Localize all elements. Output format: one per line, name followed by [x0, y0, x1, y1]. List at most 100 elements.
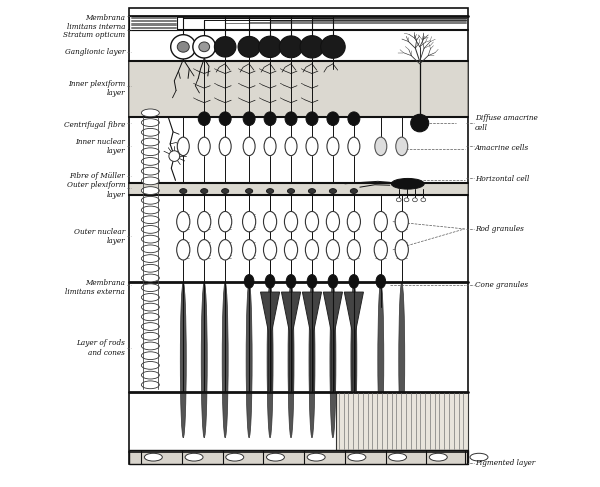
Ellipse shape [300, 36, 324, 58]
Ellipse shape [305, 240, 319, 260]
Text: Rod granules: Rod granules [475, 225, 524, 233]
Text: Amacrine cells: Amacrine cells [475, 144, 529, 152]
Ellipse shape [142, 109, 160, 117]
Ellipse shape [320, 36, 345, 58]
Ellipse shape [142, 352, 160, 359]
Ellipse shape [348, 453, 366, 461]
Ellipse shape [264, 112, 276, 126]
Ellipse shape [244, 275, 254, 288]
Ellipse shape [267, 282, 273, 438]
Polygon shape [281, 292, 301, 392]
Ellipse shape [142, 216, 160, 224]
Ellipse shape [198, 137, 210, 156]
Polygon shape [344, 292, 364, 392]
Ellipse shape [307, 275, 317, 288]
Ellipse shape [226, 453, 244, 461]
Bar [336, 392, 467, 450]
Ellipse shape [287, 188, 295, 193]
Ellipse shape [142, 196, 160, 204]
Ellipse shape [219, 112, 231, 126]
Ellipse shape [284, 211, 298, 232]
Ellipse shape [142, 225, 160, 233]
Ellipse shape [349, 275, 359, 288]
Ellipse shape [305, 211, 319, 232]
Bar [130, 8, 467, 465]
Ellipse shape [171, 35, 196, 59]
Ellipse shape [347, 211, 361, 232]
Ellipse shape [142, 138, 160, 146]
Text: Cone granules: Cone granules [475, 281, 528, 289]
Text: Fibre of Müller: Fibre of Müller [70, 172, 125, 181]
Ellipse shape [245, 188, 253, 193]
Ellipse shape [266, 188, 274, 193]
Ellipse shape [395, 211, 409, 232]
Ellipse shape [142, 371, 160, 379]
Text: Diffuse amacrine
cell: Diffuse amacrine cell [475, 114, 538, 131]
Ellipse shape [142, 332, 160, 340]
Ellipse shape [411, 114, 429, 132]
Ellipse shape [169, 151, 179, 161]
Ellipse shape [185, 453, 203, 461]
Polygon shape [260, 292, 280, 392]
Ellipse shape [243, 137, 255, 156]
Ellipse shape [199, 42, 209, 52]
Text: Pigmented layer: Pigmented layer [475, 459, 535, 467]
Ellipse shape [327, 137, 339, 156]
Ellipse shape [285, 112, 297, 126]
Bar [130, 16, 177, 30]
Ellipse shape [145, 453, 163, 461]
Ellipse shape [177, 41, 189, 52]
Ellipse shape [142, 129, 160, 136]
Text: Horizontal cell: Horizontal cell [475, 175, 529, 184]
Text: Membrana
limitans externa: Membrana limitans externa [65, 279, 125, 296]
Ellipse shape [391, 178, 424, 189]
Ellipse shape [180, 282, 186, 438]
Ellipse shape [142, 294, 160, 301]
Ellipse shape [142, 264, 160, 272]
Ellipse shape [197, 211, 211, 232]
Ellipse shape [142, 167, 160, 175]
Polygon shape [323, 292, 343, 392]
Ellipse shape [348, 137, 360, 156]
Text: Layer of rods
and cones: Layer of rods and cones [76, 339, 125, 356]
Ellipse shape [142, 284, 160, 292]
Ellipse shape [330, 282, 336, 438]
Text: Membrana
limitans interna: Membrana limitans interna [67, 14, 125, 31]
Ellipse shape [201, 282, 207, 438]
Ellipse shape [263, 211, 277, 232]
Ellipse shape [286, 275, 296, 288]
Ellipse shape [280, 36, 302, 58]
Ellipse shape [142, 303, 160, 311]
Ellipse shape [142, 148, 160, 156]
Ellipse shape [200, 188, 208, 193]
Bar [130, 61, 467, 117]
Ellipse shape [142, 313, 160, 321]
Ellipse shape [375, 137, 387, 156]
Ellipse shape [327, 112, 339, 126]
Ellipse shape [285, 137, 297, 156]
Ellipse shape [396, 137, 408, 156]
Ellipse shape [430, 453, 447, 461]
Ellipse shape [142, 255, 160, 262]
Ellipse shape [142, 342, 160, 350]
Text: Outer nuclear
layer: Outer nuclear layer [74, 227, 125, 245]
Ellipse shape [222, 282, 228, 438]
Ellipse shape [307, 453, 325, 461]
Polygon shape [302, 292, 322, 392]
Ellipse shape [309, 282, 315, 438]
Text: Outer plexiform
layer: Outer plexiform layer [67, 182, 125, 199]
Text: Centrifugal fibre: Centrifugal fibre [64, 120, 125, 129]
Ellipse shape [376, 275, 386, 288]
Ellipse shape [221, 188, 229, 193]
Ellipse shape [374, 211, 388, 232]
Ellipse shape [142, 177, 160, 185]
Ellipse shape [329, 188, 337, 193]
Ellipse shape [351, 282, 357, 438]
Ellipse shape [197, 240, 211, 260]
Ellipse shape [219, 137, 231, 156]
Ellipse shape [264, 137, 276, 156]
Ellipse shape [193, 36, 215, 58]
Ellipse shape [142, 274, 160, 282]
Ellipse shape [263, 240, 277, 260]
Ellipse shape [142, 235, 160, 243]
